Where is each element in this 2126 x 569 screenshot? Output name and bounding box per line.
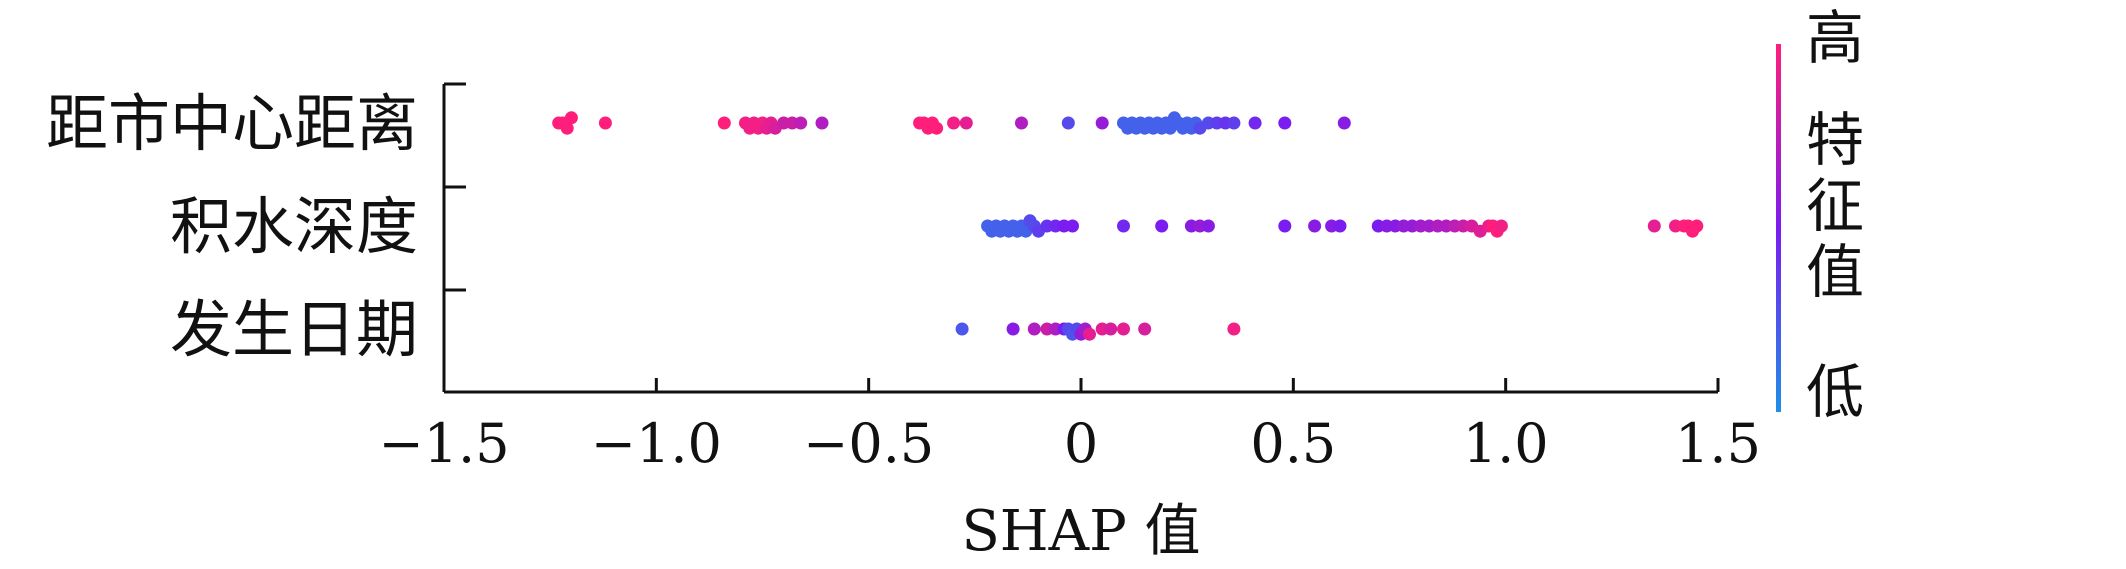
shap-point — [1104, 322, 1118, 336]
shap-point — [1155, 219, 1169, 233]
shap-point — [560, 121, 574, 135]
points-layer — [552, 111, 1704, 341]
shap-point — [1227, 322, 1241, 336]
shap-point — [1248, 116, 1262, 130]
shap-point — [1647, 219, 1661, 233]
shap-point — [1308, 219, 1322, 233]
x-tick-label: 0 — [1064, 412, 1098, 475]
shap-point — [1117, 219, 1130, 233]
colorbar-gradient — [1776, 44, 1781, 412]
x-tick-label: −1.5 — [378, 412, 509, 475]
x-tick-label: 1.0 — [1463, 412, 1549, 475]
shap-point — [947, 116, 961, 130]
axes — [442, 84, 1718, 394]
x-tick-label: 1.5 — [1675, 412, 1761, 475]
x-tick-label: −1.0 — [591, 412, 722, 475]
x-tick-label: 0.5 — [1250, 412, 1336, 475]
shap-point — [959, 116, 973, 130]
x-tick-label: −0.5 — [803, 412, 934, 475]
category-label: 发生日期 — [170, 293, 418, 366]
shap-point — [930, 121, 944, 135]
shap-point — [955, 322, 969, 336]
category-label: 距市中心距离 — [46, 87, 418, 160]
shap-point — [815, 116, 829, 130]
x-ticks: −1.5 −1.0 −0.5 0 0.5 1.0 1.5 — [378, 378, 1761, 475]
shap-point — [1333, 219, 1347, 233]
shap-point — [1201, 219, 1215, 233]
shap-point — [1095, 116, 1109, 130]
shap-point — [1066, 219, 1079, 233]
shap-point — [1083, 327, 1096, 341]
shap-point — [1138, 322, 1152, 336]
shap-point — [1015, 116, 1028, 130]
shap-point — [717, 116, 731, 130]
shap-point — [1227, 116, 1241, 130]
shap-point — [1337, 116, 1351, 130]
shap-point — [1117, 322, 1130, 336]
shap-point — [598, 116, 612, 130]
shap-point — [794, 116, 808, 130]
x-axis-title: SHAP 值 — [961, 499, 1200, 564]
shap-point — [1494, 219, 1508, 233]
shap-point — [1278, 219, 1292, 233]
shap-point — [1061, 116, 1075, 130]
shap-point — [564, 111, 578, 125]
colorbar-title: 特征值 — [1806, 106, 1864, 306]
shap-point — [1027, 322, 1041, 336]
shap-point — [1690, 219, 1704, 233]
colorbar: 高 低 特征值 — [1776, 4, 1864, 426]
category-label: 积水深度 — [170, 190, 418, 263]
colorbar-low-label: 低 — [1806, 358, 1864, 426]
shap-point — [1278, 116, 1292, 130]
colorbar-high-label: 高 — [1806, 4, 1864, 72]
shap-point — [1006, 322, 1020, 336]
